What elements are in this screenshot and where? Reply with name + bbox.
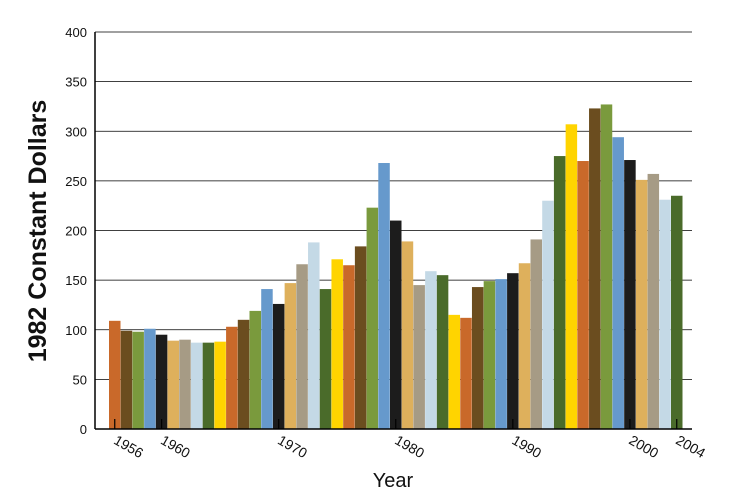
bar-2000 (624, 160, 636, 429)
bar-1987 (471, 287, 484, 429)
bar-1985 (448, 314, 461, 429)
bar-1966 (226, 326, 238, 429)
bar-2002 (647, 173, 660, 429)
y-tick-label: 250 (65, 174, 87, 189)
bar-1965 (214, 341, 226, 429)
bar-1973 (308, 242, 320, 429)
bar-1956 (109, 320, 121, 429)
bar-1972 (296, 264, 308, 429)
bar-1959 (144, 328, 156, 429)
y-tick-label: 200 (65, 224, 87, 239)
bar-1967 (237, 319, 250, 429)
bar-1982 (413, 285, 425, 429)
x-tick-label: 1970 (275, 432, 310, 462)
bar-1976 (343, 265, 355, 429)
y-tick-label: 0 (80, 422, 87, 437)
bar-1969 (261, 289, 273, 429)
bar-2003 (659, 199, 671, 429)
bar-1968 (249, 310, 261, 429)
bar-1998 (600, 104, 613, 429)
bar-1974 (319, 289, 332, 429)
y-tick-label: 400 (65, 25, 87, 40)
bar-1996 (577, 161, 589, 429)
bar-1999 (612, 137, 624, 429)
axes (94, 32, 692, 430)
bar-1975 (331, 259, 343, 429)
x-tick-label: 2000 (626, 432, 661, 462)
bar-1990 (507, 273, 519, 429)
y-tick-label: 150 (65, 273, 87, 288)
bar-1992 (530, 239, 542, 429)
bar-1994 (553, 156, 566, 429)
bar-1963 (190, 342, 203, 429)
bar-1971 (284, 283, 297, 429)
bar-1981 (401, 241, 414, 429)
bar-1964 (202, 342, 215, 429)
y-tick-label: 50 (73, 372, 87, 387)
bar-1984 (436, 275, 449, 429)
x-axis-label: Year (373, 470, 414, 492)
bar-1989 (495, 279, 507, 429)
bar-1995 (565, 124, 578, 430)
bar-1962 (179, 339, 191, 429)
bar-1978 (366, 207, 379, 429)
bar-1958 (132, 331, 144, 429)
bars (109, 104, 683, 430)
bar-1991 (518, 263, 531, 429)
y-axis-ticks: 0 50 100 150 200 250 300 350 400 (65, 25, 87, 437)
bar-1980 (390, 220, 402, 429)
bar-1977 (354, 246, 367, 429)
y-tick-label: 100 (65, 323, 87, 338)
x-tick-label: 1990 (509, 432, 544, 462)
x-tick-label: 1956 (111, 432, 146, 462)
bar-1970 (272, 303, 285, 429)
y-tick-label: 300 (65, 124, 87, 139)
bar-1957 (120, 330, 133, 429)
x-tick-label: 1960 (158, 432, 193, 462)
bar-1960 (155, 334, 168, 429)
bar-2004 (671, 195, 683, 429)
bar-1988 (483, 281, 496, 429)
bar-2001 (635, 179, 648, 429)
x-tick-label: 2004 (673, 432, 708, 462)
bar-1997 (589, 108, 601, 430)
bar-1979 (378, 163, 390, 429)
x-tick-label: 1980 (392, 432, 427, 462)
bar-1993 (542, 200, 554, 429)
bar-1983 (425, 271, 437, 429)
bar-1961 (167, 340, 180, 429)
y-axis-label: 1982 Constant Dollars (24, 100, 52, 363)
bar-1986 (460, 317, 472, 429)
y-tick-label: 350 (65, 75, 87, 90)
